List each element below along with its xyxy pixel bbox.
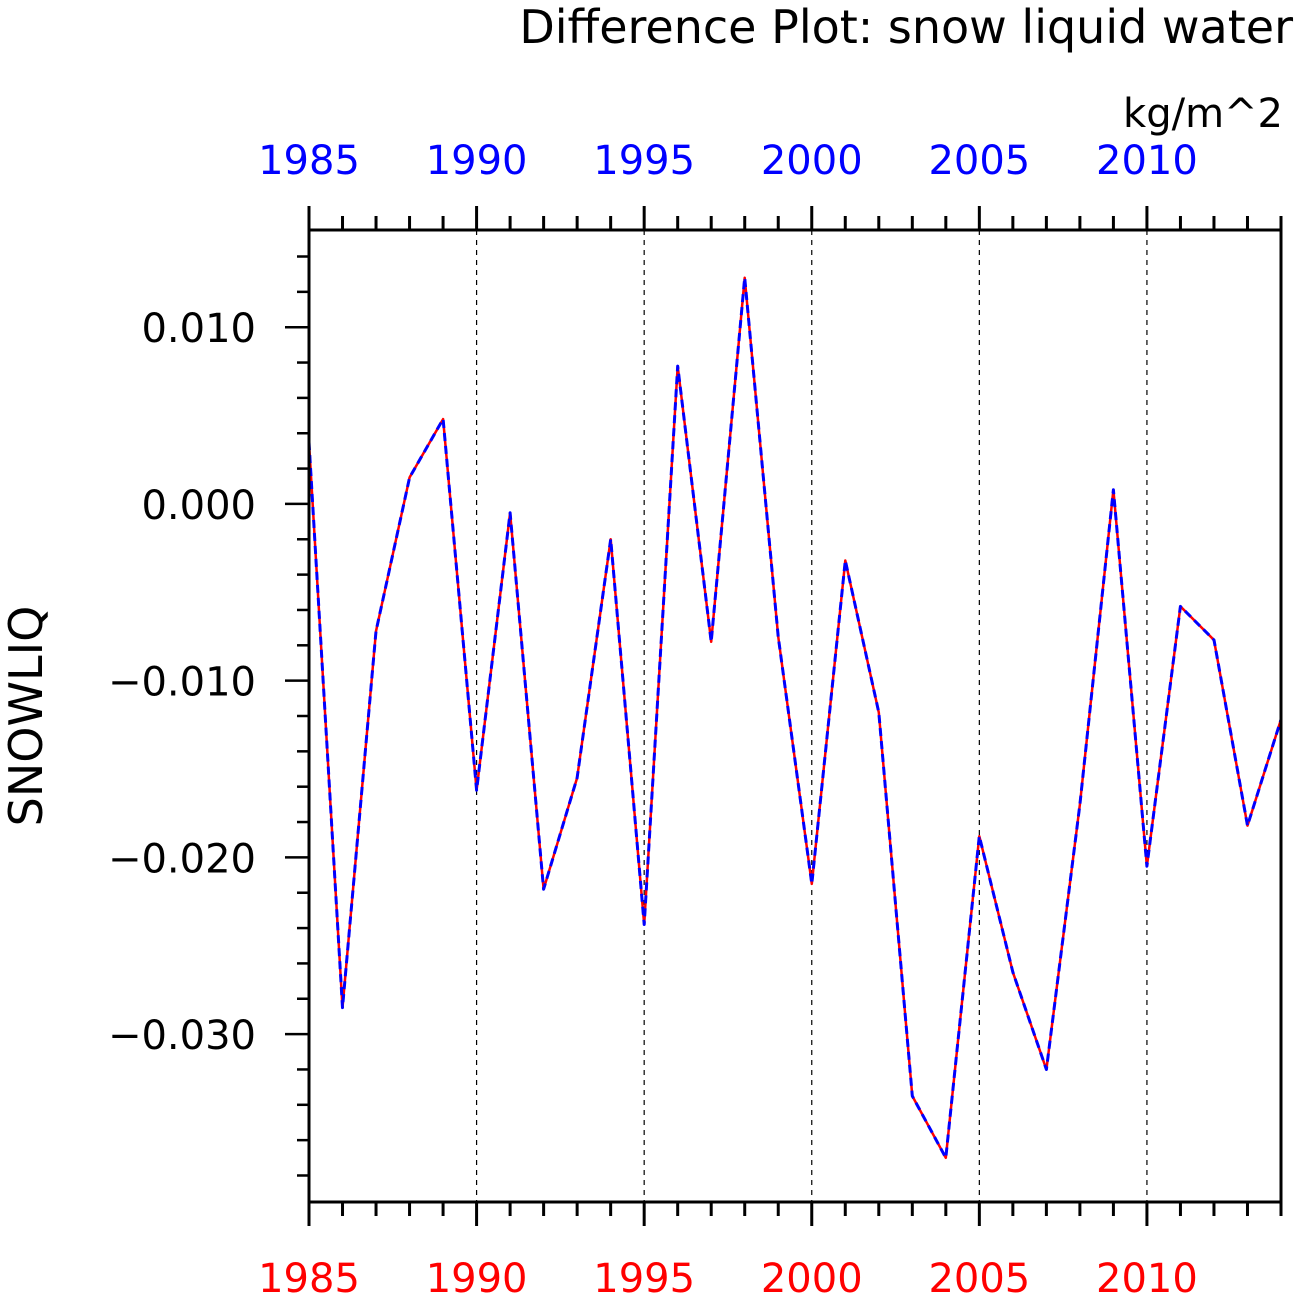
series-line-0 bbox=[307, 276, 1283, 1160]
bottom-x-label-2000: 2000 bbox=[761, 1256, 863, 1293]
y-axis-label: SNOWLIQ bbox=[0, 606, 53, 827]
chart-title: Difference Plot: snow liquid water bbox=[519, 0, 1293, 54]
bottom-x-label-1990: 1990 bbox=[426, 1256, 528, 1293]
grid-lines bbox=[475, 230, 1148, 1202]
y-label-4: −0.030 bbox=[108, 1013, 256, 1059]
y-label-2: −0.010 bbox=[108, 660, 256, 706]
top-x-label-2000: 2000 bbox=[761, 138, 863, 184]
top-x-label-1990: 1990 bbox=[426, 138, 528, 184]
top-x-label-1995: 1995 bbox=[593, 138, 695, 184]
top-x-label-1985: 1985 bbox=[258, 138, 360, 184]
tick-labels: 1985 1985 1990 1990 1995 1995 2000 2000 2005 2005… bbox=[108, 138, 1198, 1293]
bottom-x-label-2010: 2010 bbox=[1096, 1256, 1198, 1293]
y-label-1: 0.000 bbox=[141, 483, 256, 529]
axis-ticks bbox=[285, 206, 1283, 1226]
units-label: kg/m^2 bbox=[1123, 91, 1283, 137]
data-series bbox=[307, 276, 1283, 1160]
bottom-x-label-1985: 1985 bbox=[258, 1256, 360, 1293]
bottom-x-label-1995: 1995 bbox=[593, 1256, 695, 1293]
y-label-0: 0.010 bbox=[141, 306, 256, 352]
y-label-3: −0.020 bbox=[108, 836, 256, 882]
top-x-label-2010: 2010 bbox=[1096, 138, 1198, 184]
top-x-label-2005: 2005 bbox=[928, 138, 1030, 184]
bottom-x-label-2005: 2005 bbox=[928, 1256, 1030, 1293]
series-line-1 bbox=[307, 276, 1283, 1160]
plot-frame bbox=[307, 228, 1283, 1204]
